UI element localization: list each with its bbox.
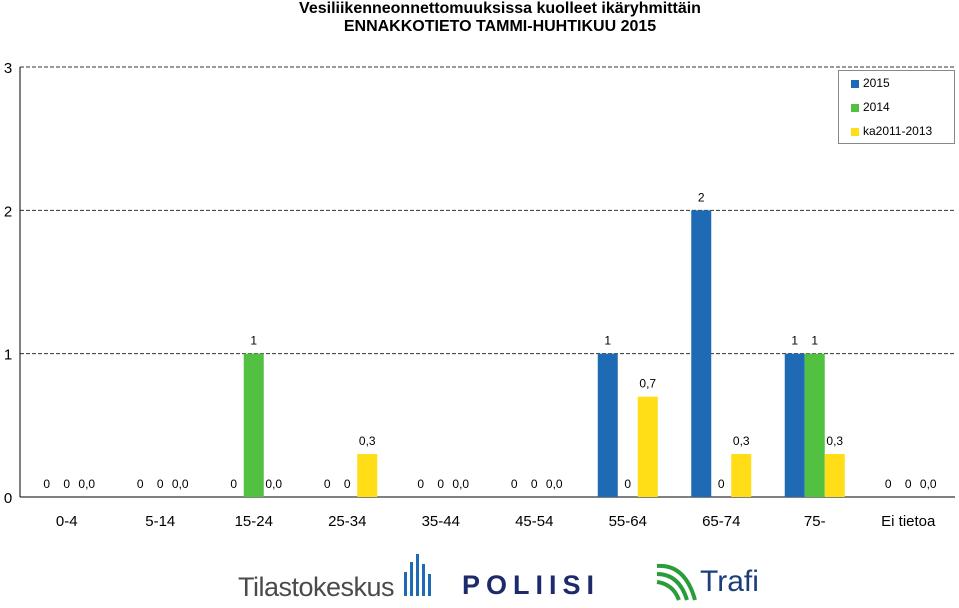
data-label: 0 <box>417 477 424 491</box>
x-tick-label: 0-4 <box>56 513 78 530</box>
trafi-logo: Trafi <box>700 565 759 598</box>
x-tick-label: Ei tietoa <box>881 513 936 530</box>
logo-bar: Tilastokeskus POLIISI Trafi <box>0 550 959 608</box>
data-label: 0,3 <box>359 434 376 448</box>
bar <box>597 353 618 497</box>
legend-label: 2014 <box>863 100 890 114</box>
y-tick-label: 2 <box>4 203 12 220</box>
x-tick-label: 5-14 <box>145 513 175 530</box>
bar <box>824 454 845 497</box>
x-tick-label: 15-24 <box>235 513 273 530</box>
data-label: 0,3 <box>826 434 843 448</box>
data-label: 0 <box>531 477 538 491</box>
bar <box>691 210 712 498</box>
legend-item-2014: 2014 <box>851 99 890 115</box>
legend-label: 2015 <box>863 76 890 90</box>
legend-label: ka2011-2013 <box>863 124 933 138</box>
data-label: 0 <box>157 477 164 491</box>
data-label: 0 <box>344 477 351 491</box>
data-label: 0 <box>63 477 70 491</box>
data-label: 1 <box>604 334 611 348</box>
y-tick-label: 0 <box>4 490 12 507</box>
data-label: 0 <box>43 477 50 491</box>
poliisi-logo: POLIISI <box>462 570 601 600</box>
data-label: 0 <box>718 477 725 491</box>
data-label: 0 <box>624 477 631 491</box>
chart-title: Vesiliikenneonnettomuuksissa kuolleet ik… <box>299 0 701 17</box>
x-tick-label: 45-54 <box>515 513 553 530</box>
data-label: 0,3 <box>733 434 750 448</box>
data-label: 1 <box>250 334 257 348</box>
data-label: 0,0 <box>546 477 563 491</box>
bar <box>731 454 752 497</box>
x-tick-label: 25-34 <box>328 513 366 530</box>
data-label: 0 <box>511 477 518 491</box>
bar <box>784 353 805 497</box>
legend-swatch <box>851 103 859 112</box>
chart-subtitle: ENNAKKOTIETO TAMMI-HUHTIKUU 2015 <box>343 18 657 35</box>
data-label: 1 <box>811 334 818 348</box>
bar <box>357 454 378 497</box>
data-label: 0,0 <box>265 477 282 491</box>
data-label: 0 <box>905 477 912 491</box>
bar <box>243 353 264 497</box>
trafi-logo-icon <box>656 563 697 601</box>
data-label: 0 <box>230 477 237 491</box>
x-tick-label: 65-74 <box>702 513 740 530</box>
legend-swatch <box>851 127 859 136</box>
legend-item-2015: 2015 <box>851 75 890 91</box>
data-label: 0,0 <box>452 477 469 491</box>
legend-swatch <box>851 79 859 88</box>
data-label: 0 <box>885 477 892 491</box>
x-tick-label: 35-44 <box>422 513 460 530</box>
x-tick-label: 75- <box>804 513 826 530</box>
tilastokeskus-logo-icon <box>404 554 431 596</box>
y-tick-label: 1 <box>4 347 12 364</box>
data-label: 0 <box>137 477 144 491</box>
data-label: 2 <box>698 190 705 204</box>
legend-item-ka2011-2013: ka2011-2013 <box>851 123 932 139</box>
bar <box>637 396 658 497</box>
data-label: 0,0 <box>78 477 95 491</box>
data-label: 0 <box>324 477 331 491</box>
chart-legend: 2015 2014 ka2011-2013 <box>838 70 955 144</box>
data-label: 0,0 <box>172 477 189 491</box>
tilastokeskus-logo: Tilastokeskus <box>238 572 395 602</box>
bar <box>804 353 825 497</box>
data-label: 0,0 <box>920 477 937 491</box>
x-tick-label: 55-64 <box>609 513 647 530</box>
data-label: 0,7 <box>639 377 656 391</box>
y-tick-label: 3 <box>4 60 12 77</box>
data-label: 1 <box>791 334 798 348</box>
data-label: 0 <box>437 477 444 491</box>
